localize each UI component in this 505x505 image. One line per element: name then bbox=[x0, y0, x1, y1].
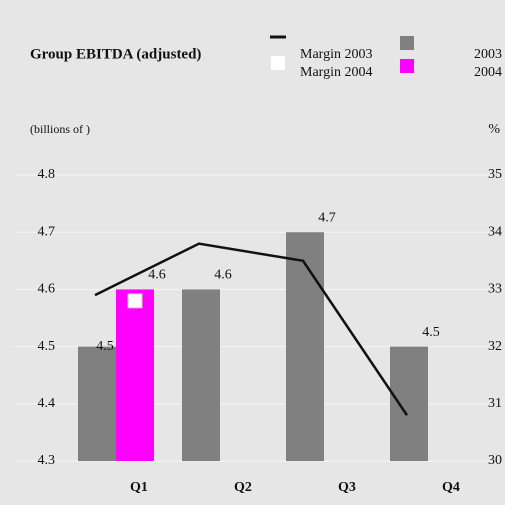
legend-label: 2004 bbox=[474, 65, 502, 80]
margin-marker bbox=[127, 293, 143, 309]
margin-line bbox=[94, 242, 409, 416]
bar bbox=[116, 289, 154, 461]
x-tick-label: Q2 bbox=[234, 480, 252, 495]
y2-tick-label: 34 bbox=[488, 224, 502, 239]
chart-title: Group EBITDA (adjusted) bbox=[30, 46, 201, 62]
y-tick-label: 4.3 bbox=[38, 453, 56, 468]
bar bbox=[286, 232, 324, 461]
y-tick-label: 4.4 bbox=[38, 396, 56, 411]
legend-label: Margin 2004 bbox=[300, 65, 372, 80]
y2-tick-label: 30 bbox=[488, 453, 502, 468]
bar bbox=[390, 346, 428, 461]
bar bbox=[182, 289, 220, 461]
legend-swatch bbox=[271, 56, 285, 70]
x-tick-label: Q3 bbox=[338, 480, 356, 495]
y-tick-label: 4.6 bbox=[38, 282, 56, 297]
x-tick-label: Q4 bbox=[442, 480, 460, 495]
data-label: 4.6 bbox=[214, 268, 232, 283]
x-tick-label: Q1 bbox=[130, 480, 148, 495]
bar bbox=[78, 346, 116, 461]
y-tick-label: 4.8 bbox=[38, 167, 56, 182]
y2-tick-label: 31 bbox=[488, 396, 502, 411]
y2-tick-label: 33 bbox=[488, 282, 502, 297]
legend-label: 2003 bbox=[474, 47, 502, 62]
y-tick-label: 4.7 bbox=[38, 224, 56, 239]
data-label: 4.5 bbox=[422, 325, 440, 340]
data-label: 4.6 bbox=[148, 268, 166, 283]
y2-tick-label: 32 bbox=[488, 339, 502, 354]
legend-swatch bbox=[400, 59, 414, 73]
y-tick-label: 4.5 bbox=[38, 339, 56, 354]
y2-tick-label: 35 bbox=[488, 167, 502, 182]
legend-swatch bbox=[400, 36, 414, 50]
data-label: 4.5 bbox=[96, 339, 114, 354]
y-axis-label: (billions of ) bbox=[30, 122, 90, 136]
legend-label: Margin 2003 bbox=[300, 47, 372, 62]
data-label: 4.7 bbox=[318, 210, 336, 225]
y2-axis-label: % bbox=[488, 122, 500, 137]
